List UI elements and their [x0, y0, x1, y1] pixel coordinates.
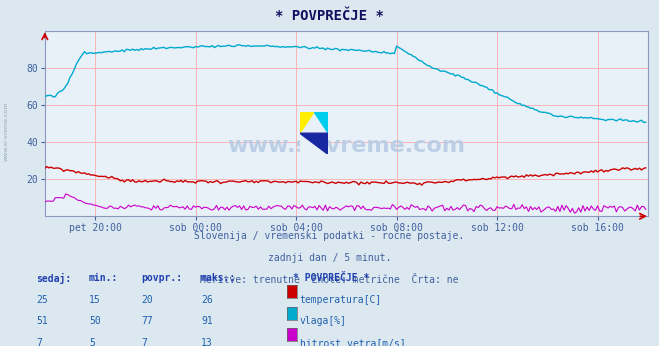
- Text: 50: 50: [89, 316, 101, 326]
- Text: Slovenija / vremenski podatki - ročne postaje.: Slovenija / vremenski podatki - ročne po…: [194, 230, 465, 240]
- Text: 77: 77: [142, 316, 154, 326]
- Text: * POVPREČJE *: * POVPREČJE *: [275, 9, 384, 22]
- Polygon shape: [300, 112, 314, 133]
- Text: www.si-vreme.com: www.si-vreme.com: [227, 136, 465, 156]
- Text: temperatura[C]: temperatura[C]: [300, 295, 382, 305]
- Text: vlaga[%]: vlaga[%]: [300, 316, 347, 326]
- Text: hitrost vetra[m/s]: hitrost vetra[m/s]: [300, 338, 405, 346]
- Text: 25: 25: [36, 295, 48, 305]
- Text: 20: 20: [142, 295, 154, 305]
- Polygon shape: [300, 133, 328, 154]
- Text: 26: 26: [201, 295, 213, 305]
- Text: 15: 15: [89, 295, 101, 305]
- Text: Meritve: trenutne  Enote: metrične  Črta: ne: Meritve: trenutne Enote: metrične Črta: …: [200, 275, 459, 285]
- Text: 13: 13: [201, 338, 213, 346]
- Text: 51: 51: [36, 316, 48, 326]
- Text: sedaj:: sedaj:: [36, 273, 71, 284]
- Text: zadnji dan / 5 minut.: zadnji dan / 5 minut.: [268, 253, 391, 263]
- Polygon shape: [314, 112, 328, 133]
- Text: 91: 91: [201, 316, 213, 326]
- Text: 5: 5: [89, 338, 95, 346]
- Text: www.si-vreme.com: www.si-vreme.com: [3, 102, 9, 161]
- Text: min.:: min.:: [89, 273, 119, 283]
- Text: povpr.:: povpr.:: [142, 273, 183, 283]
- Text: * POVPREČJE *: * POVPREČJE *: [293, 273, 370, 283]
- Text: 7: 7: [142, 338, 148, 346]
- Text: 7: 7: [36, 338, 42, 346]
- Text: maks.:: maks.:: [201, 273, 236, 283]
